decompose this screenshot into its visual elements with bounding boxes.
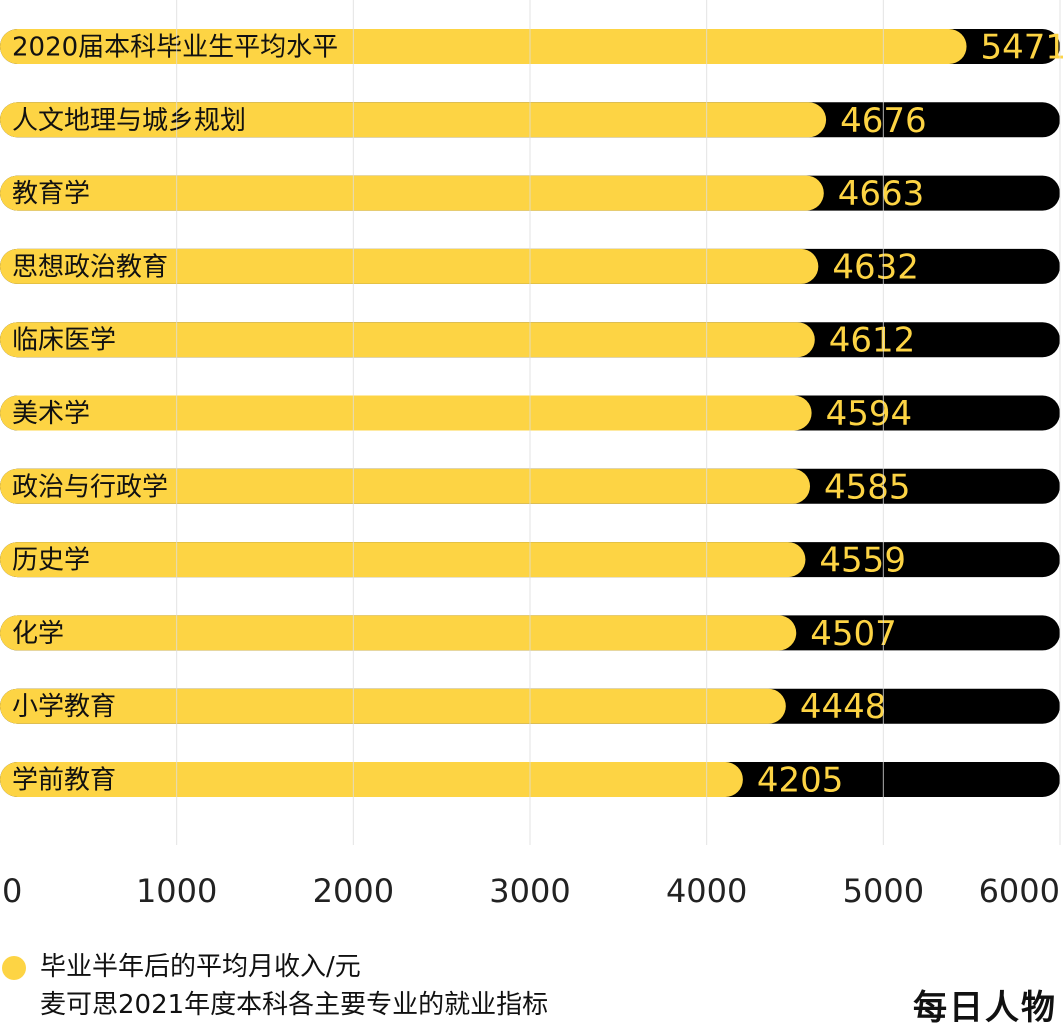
- value-label: 4632: [832, 247, 919, 287]
- bar: [0, 615, 797, 651]
- value-label: 4205: [757, 761, 844, 801]
- legend-label: 毕业半年后的平均月收入/元: [40, 952, 361, 982]
- bar: [0, 322, 815, 358]
- bar: [0, 688, 786, 724]
- bar: [0, 468, 811, 504]
- category-label: 美术学: [12, 399, 90, 429]
- category-label: 教育学: [12, 179, 90, 209]
- x-tick-label: 5000: [843, 872, 924, 910]
- bar: [0, 248, 819, 284]
- x-tick-label: 4000: [666, 872, 747, 910]
- bar: [0, 542, 806, 578]
- category-label: 政治与行政学: [12, 472, 168, 502]
- x-tick-label: 6000: [979, 872, 1060, 910]
- x-tick-label: 3000: [489, 872, 570, 910]
- category-label: 思想政治教育: [12, 252, 168, 282]
- source-note: 麦可思2021年度本科各主要专业的就业指标: [40, 990, 549, 1020]
- category-label: 学前教育: [12, 766, 116, 796]
- x-tick-label: 1000: [136, 872, 217, 910]
- bar: [0, 395, 812, 431]
- category-label: 历史学: [12, 546, 90, 576]
- x-tick-label: 0: [2, 872, 22, 910]
- legend-swatch: [2, 956, 26, 980]
- category-label: 临床医学: [12, 326, 116, 356]
- category-label: 人文地理与城乡规划: [12, 106, 246, 136]
- bar: [0, 762, 743, 797]
- value-label: 4612: [829, 321, 916, 361]
- value-label: 4507: [810, 614, 897, 654]
- bar: [0, 175, 824, 211]
- category-label: 化学: [12, 619, 64, 649]
- value-label: 4594: [826, 394, 913, 434]
- value-label: 4448: [800, 687, 887, 727]
- value-label: 5471: [981, 28, 1063, 68]
- logo: 每日人物: [913, 988, 1057, 1028]
- value-label: 4663: [838, 174, 925, 214]
- bar: [0, 102, 827, 138]
- category-label: 小学教育: [12, 692, 116, 722]
- value-label: 4559: [819, 541, 906, 581]
- x-tick-label: 2000: [313, 872, 394, 910]
- bar: [0, 29, 967, 64]
- value-label: 4585: [824, 467, 911, 507]
- category-label: 2020届本科毕业生平均水平: [12, 33, 338, 63]
